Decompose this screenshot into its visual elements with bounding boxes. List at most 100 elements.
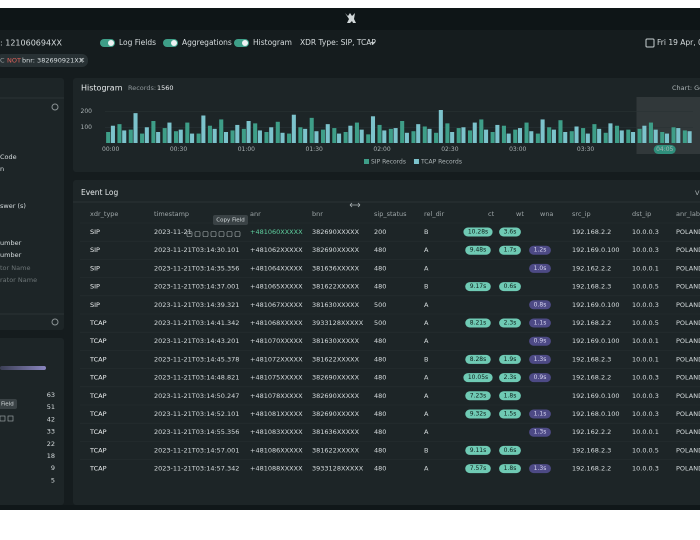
column-header[interactable]: timestamp: [154, 210, 189, 218]
cell[interactable]: A: [424, 374, 429, 382]
cell[interactable]: 480: [374, 246, 386, 254]
cell[interactable]: POLAND: [676, 374, 700, 382]
cell[interactable]: 2023-11-21T03:14:45.378: [154, 355, 239, 363]
cell[interactable]: TCAP: [89, 428, 107, 436]
cell[interactable]: +481086XXXXX: [250, 446, 303, 454]
cell[interactable]: 381622XXXXX: [312, 283, 360, 291]
cell[interactable]: TCAP: [89, 465, 107, 473]
cell[interactable]: 382690XXXXX: [312, 410, 360, 418]
field-name[interactable]: umber: [0, 251, 22, 259]
column-header[interactable]: xdr_type: [90, 210, 118, 218]
cell[interactable]: POLAND: [676, 246, 700, 254]
cell[interactable]: TCAP: [89, 355, 107, 363]
column-header[interactable]: rel_dir: [424, 210, 445, 218]
cell-action-icon[interactable]: [202, 231, 209, 237]
cell[interactable]: 381636XXXXX: [312, 264, 360, 272]
cell[interactable]: 480: [374, 446, 386, 454]
cell[interactable]: 10.0.0.3: [632, 246, 659, 254]
cell[interactable]: 10.0.0.1: [632, 337, 659, 345]
cell[interactable]: A: [424, 319, 429, 327]
cell[interactable]: A: [424, 410, 429, 418]
cell[interactable]: 10.0.0.3: [632, 410, 659, 418]
column-header[interactable]: ct: [488, 210, 495, 218]
cell[interactable]: 2023-11-21T03:14:57.001: [154, 446, 239, 454]
cell[interactable]: +481075XXXXX: [250, 374, 303, 382]
cell[interactable]: 2023-11-21T03:14:37.001: [154, 283, 239, 291]
column-header[interactable]: wt: [516, 210, 524, 218]
column-header[interactable]: bnr: [312, 210, 323, 218]
cell[interactable]: 192.168.2.3: [572, 283, 611, 291]
cell[interactable]: TCAP: [89, 392, 107, 400]
cell[interactable]: 3933128XXXXX: [312, 319, 364, 327]
cell[interactable]: 2023-11-21T03:14:57.342: [154, 465, 239, 473]
cell[interactable]: POLAND: [676, 337, 700, 345]
cell-action-icon[interactable]: [234, 231, 241, 237]
field-name[interactable]: rator Name: [0, 276, 37, 284]
cell[interactable]: 10.0.0.3: [632, 301, 659, 309]
filter-chip[interactable]: [0, 54, 88, 67]
cell[interactable]: 192.162.2.2: [572, 428, 611, 436]
cell[interactable]: A: [424, 246, 429, 254]
cell[interactable]: 2023-11-21T03:14:41.342: [154, 319, 239, 327]
field-name[interactable]: swer (s): [0, 202, 26, 210]
cell[interactable]: POLAND: [676, 410, 700, 418]
field-name[interactable]: umber: [0, 239, 22, 247]
cell[interactable]: SIP: [90, 228, 100, 236]
cell[interactable]: 10.0.0.5: [632, 283, 659, 291]
column-header[interactable]: wna: [540, 210, 553, 218]
column-header[interactable]: dst_ip: [632, 210, 651, 218]
icon[interactable]: [0, 415, 6, 422]
cell[interactable]: 2023-11-21T03:14:50.247: [154, 392, 239, 400]
cell[interactable]: 2023-11-21T03:14:48.821: [154, 374, 239, 382]
cell[interactable]: A: [424, 264, 429, 272]
cell[interactable]: A: [424, 301, 429, 309]
cell[interactable]: 381622XXXXX: [312, 355, 360, 363]
cell[interactable]: +481081XXXXX: [250, 410, 303, 418]
resize-icon[interactable]: [349, 202, 361, 208]
close-icon[interactable]: [79, 57, 85, 63]
cell[interactable]: 2023-11-21T03:14:35.356: [154, 264, 239, 272]
cell[interactable]: A: [424, 465, 429, 473]
cell[interactable]: 10.0.0.1: [632, 264, 659, 272]
cell[interactable]: 2023-11-21T03:14:43.201: [154, 337, 239, 345]
collapse-icon[interactable]: [51, 318, 59, 326]
cell[interactable]: +481070XXXXX: [250, 337, 303, 345]
cell[interactable]: B: [424, 283, 428, 291]
cell[interactable]: 500: [374, 301, 386, 309]
cell[interactable]: 480: [374, 337, 386, 345]
cell[interactable]: +481065XXXXX: [250, 283, 303, 291]
cell[interactable]: 192.168.2.2: [572, 465, 611, 473]
field-name[interactable]: tor Name: [0, 264, 30, 272]
cell[interactable]: 2023-11-21T03:14:39.321: [154, 301, 239, 309]
cell[interactable]: POLAND: [676, 264, 700, 272]
cell[interactable]: 10.0.0.5: [632, 319, 659, 327]
cell[interactable]: SIP: [90, 264, 100, 272]
cell[interactable]: +481078XXXXX: [250, 392, 303, 400]
cell[interactable]: 192.168.2.3: [572, 355, 611, 363]
cell[interactable]: POLAND: [676, 228, 700, 236]
cell[interactable]: 192.169.0.100: [572, 246, 620, 254]
cell-action-icon[interactable]: [194, 231, 201, 237]
cell[interactable]: 10.0.0.3: [632, 392, 659, 400]
column-header[interactable]: anr_labe: [676, 210, 700, 218]
cell[interactable]: 10.0.0.1: [632, 428, 659, 436]
cell[interactable]: 381636XXXXX: [312, 428, 360, 436]
cell[interactable]: SIP: [90, 246, 100, 254]
cell[interactable]: 382690XXXXX: [312, 228, 360, 236]
cell[interactable]: +481088XXXXX: [250, 465, 303, 473]
cell[interactable]: +481062XXXXX: [250, 246, 303, 254]
cell[interactable]: POLAND: [676, 465, 700, 473]
cell[interactable]: +481072XXXXX: [250, 355, 303, 363]
cell-action-icon[interactable]: [186, 231, 193, 237]
cell[interactable]: 192.168.2.2: [572, 228, 611, 236]
cell[interactable]: 382690XXXXX: [312, 392, 360, 400]
cell[interactable]: TCAP: [89, 319, 107, 327]
cell[interactable]: 192.162.2.2: [572, 264, 611, 272]
cell[interactable]: 480: [374, 264, 386, 272]
cell[interactable]: B: [424, 228, 428, 236]
cell[interactable]: SIP: [90, 301, 100, 309]
cell[interactable]: 192.168.2.2: [572, 374, 611, 382]
cell-action-icon[interactable]: [218, 231, 225, 237]
cell[interactable]: 2023-11-21T03:14:55.356: [154, 428, 239, 436]
cell[interactable]: 200: [374, 228, 386, 236]
